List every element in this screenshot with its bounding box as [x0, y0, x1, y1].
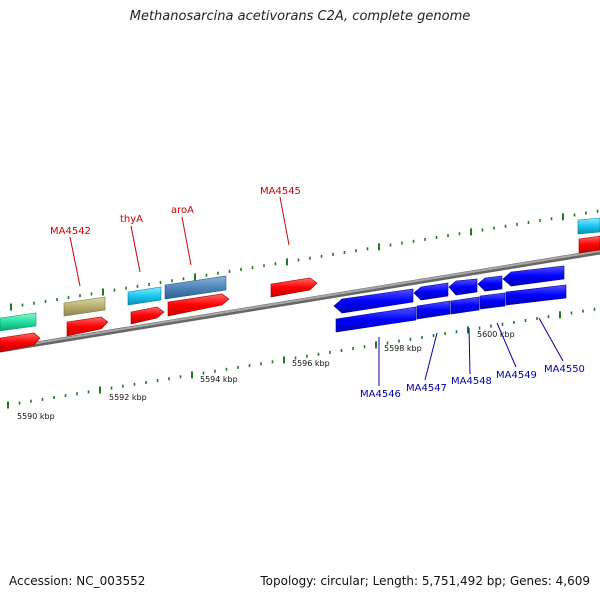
cds-arrow-blue-MA4547[interactable] [413, 282, 449, 301]
cds-arrow-red-1[interactable] [0, 332, 41, 353]
gene-label-aroA[interactable]: aroA [171, 205, 194, 216]
upper-tick-row [10, 209, 599, 311]
gene-feature-aroA[interactable] [164, 275, 227, 300]
gene-feature-teal[interactable] [0, 312, 37, 332]
leader-MA4548 [468, 327, 471, 375]
gene-label-MA4542[interactable]: MA4542 [50, 226, 91, 237]
gene-label-MA4549[interactable]: MA4549 [496, 370, 537, 381]
gene-feature-thyA[interactable] [127, 286, 162, 306]
gene-feature-right-edge-cyan[interactable] [577, 217, 600, 235]
leader-thyA [130, 225, 141, 273]
gene-label-MA4546[interactable]: MA4546 [360, 389, 401, 400]
cds-arrow-red-3[interactable] [130, 306, 165, 325]
gene-feature-olive[interactable] [63, 296, 106, 317]
scale-label-5594: 5594 kbp [200, 375, 238, 384]
leader-MA4549 [496, 322, 517, 368]
scale-label-5596: 5596 kbp [292, 359, 330, 368]
scale-label-5600: 5600 kbp [477, 330, 515, 339]
gene-label-MA4550[interactable]: MA4550 [544, 364, 585, 375]
cds-arrow-blue-MA4546[interactable] [333, 288, 414, 314]
genome-summary-text: Topology: circular; Length: 5,751,492 bp… [260, 574, 590, 588]
gene-block-blue-2[interactable] [416, 300, 451, 320]
cds-arrow-red-4[interactable] [167, 293, 230, 317]
leader-aroA [181, 216, 192, 266]
leader-MA4542 [69, 236, 81, 287]
gene-label-MA4547[interactable]: MA4547 [406, 383, 447, 394]
backbone-highlight [0, 250, 600, 350]
leader-MA4550 [538, 317, 564, 362]
gene-label-thyA[interactable]: thyA [120, 214, 143, 225]
scale-label-5592: 5592 kbp [109, 393, 147, 402]
gene-label-MA4548[interactable]: MA4548 [451, 376, 492, 387]
cds-arrow-red-2[interactable] [66, 316, 109, 337]
lower-tick-row [7, 307, 596, 409]
cds-arrow-red-5[interactable] [270, 277, 318, 298]
gene-block-blue-1[interactable] [335, 306, 417, 333]
cds-arrow-red-right-edge[interactable] [578, 235, 600, 254]
scale-label-5590: 5590 kbp [17, 412, 55, 421]
cds-arrow-blue-MA4550[interactable] [502, 265, 565, 287]
gene-block-blue-3[interactable] [450, 296, 480, 315]
gene-label-MA4545[interactable]: MA4545 [260, 186, 301, 197]
scale-label-5598: 5598 kbp [384, 344, 422, 353]
cds-arrow-blue-MA4549[interactable] [477, 275, 503, 292]
leader-MA4547 [424, 332, 438, 381]
cds-arrow-blue-MA4548[interactable] [448, 278, 478, 296]
accession-text: Accession: NC_003552 [9, 574, 146, 588]
gene-block-blue-5[interactable] [505, 284, 567, 306]
gene-block-blue-4[interactable] [479, 292, 506, 310]
leader-MA4545 [279, 196, 290, 246]
map-title: Methanosarcina acetivorans C2A, complete… [129, 9, 471, 24]
